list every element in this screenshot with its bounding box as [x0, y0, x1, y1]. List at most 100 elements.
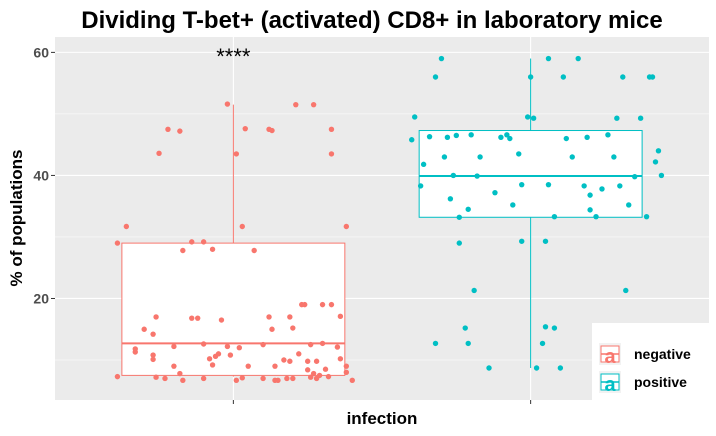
- data-point: [272, 363, 278, 369]
- data-point: [132, 349, 138, 355]
- y-axis-title: % of populations: [7, 150, 26, 287]
- data-point: [426, 133, 433, 140]
- data-point: [652, 159, 659, 165]
- data-point: [444, 134, 451, 140]
- data-point: [233, 151, 240, 157]
- data-point: [599, 186, 605, 192]
- data-point: [156, 150, 162, 156]
- data-point: [626, 202, 632, 208]
- data-point: [486, 365, 492, 371]
- data-point: [432, 74, 439, 80]
- data-point: [557, 365, 564, 371]
- axes: 20 40 60: [33, 44, 532, 404]
- data-point: [290, 375, 296, 382]
- data-point: [171, 363, 177, 369]
- data-point: [560, 74, 567, 80]
- data-point: [328, 126, 335, 132]
- data-point: [631, 173, 638, 180]
- significance-annotation: ****: [216, 44, 251, 69]
- data-point: [409, 137, 415, 143]
- data-point: [180, 377, 186, 384]
- data-point: [245, 363, 251, 369]
- data-point: [539, 340, 546, 347]
- data-point: [545, 55, 552, 62]
- data-point: [441, 154, 448, 160]
- data-point: [177, 370, 183, 377]
- data-point: [304, 367, 311, 373]
- data-point: [150, 352, 156, 358]
- legend-label-positive: positive: [634, 374, 687, 390]
- data-point: [587, 192, 593, 198]
- data-point: [447, 196, 454, 202]
- data-point: [551, 325, 558, 331]
- data-point: [343, 363, 350, 369]
- data-point: [206, 356, 213, 362]
- data-point: [334, 344, 341, 350]
- data-point: [200, 375, 207, 382]
- data-point: [236, 345, 243, 351]
- data-point: [519, 238, 525, 244]
- data-point: [200, 341, 207, 347]
- data-point: [239, 375, 245, 381]
- data-point: [453, 132, 460, 139]
- data-point: [337, 313, 344, 320]
- data-point: [420, 161, 427, 168]
- data-point: [456, 240, 462, 246]
- data-point: [209, 362, 216, 368]
- data-point: [319, 301, 326, 308]
- data-point: [593, 213, 599, 220]
- data-point: [269, 326, 275, 332]
- data-point: [275, 377, 281, 384]
- data-point: [123, 223, 130, 230]
- data-point: [227, 352, 234, 358]
- data-point: [150, 331, 156, 337]
- data-point: [165, 126, 171, 132]
- data-point: [343, 369, 350, 376]
- data-point: [200, 239, 207, 245]
- data-point: [623, 287, 629, 294]
- legend-label-negative: negative: [634, 346, 691, 362]
- data-point: [551, 213, 558, 220]
- data-point: [171, 343, 177, 350]
- data-point: [614, 115, 620, 121]
- data-point: [658, 172, 665, 179]
- legend-key-glyph: a: [604, 374, 616, 396]
- data-point: [343, 223, 350, 230]
- data-point: [545, 181, 552, 188]
- data-point: [465, 340, 471, 347]
- data-point: [569, 154, 575, 160]
- data-point: [260, 375, 266, 382]
- data-point: [438, 55, 445, 62]
- data-point: [519, 181, 525, 188]
- data-point: [296, 351, 302, 357]
- data-point: [584, 134, 590, 140]
- boxplots: [121, 58, 643, 377]
- data-point: [310, 101, 317, 108]
- data-point: [349, 377, 355, 384]
- data-points: [114, 55, 665, 384]
- data-point: [239, 223, 245, 230]
- data-point: [530, 115, 537, 121]
- data-point: [293, 101, 299, 108]
- data-point: [284, 375, 290, 382]
- data-point: [575, 55, 581, 62]
- data-point: [189, 239, 195, 245]
- data-point: [524, 114, 531, 120]
- data-point: [325, 373, 332, 380]
- data-point: [432, 340, 439, 347]
- data-point: [209, 246, 216, 252]
- data-point: [456, 214, 462, 220]
- data-point: [310, 370, 317, 377]
- data-point: [527, 74, 534, 80]
- data-point: [581, 183, 587, 189]
- data-point: [153, 374, 159, 380]
- data-point: [328, 301, 335, 308]
- y-tick-label: 20: [33, 290, 49, 306]
- data-point: [141, 326, 147, 332]
- data-point: [307, 341, 314, 348]
- data-point: [611, 154, 617, 160]
- data-point: [605, 132, 611, 138]
- legend: a negative a positive: [592, 323, 709, 400]
- data-point: [150, 356, 156, 363]
